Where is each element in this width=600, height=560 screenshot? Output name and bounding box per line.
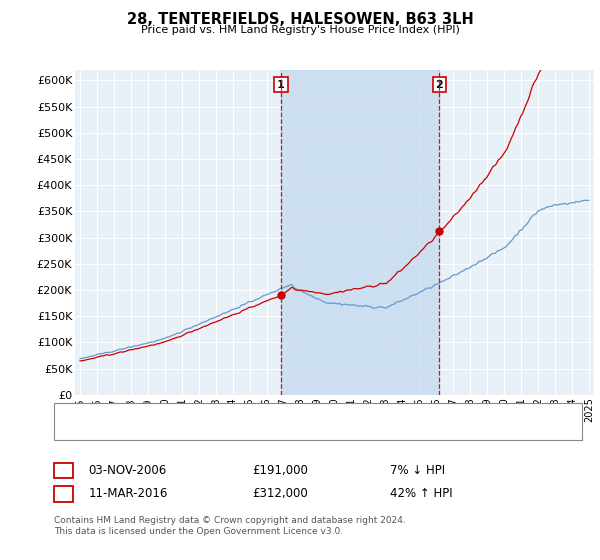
Text: £191,000: £191,000 <box>252 464 308 477</box>
Text: 1: 1 <box>59 464 68 477</box>
Text: This data is licensed under the Open Government Licence v3.0.: This data is licensed under the Open Gov… <box>54 528 343 536</box>
Text: Price paid vs. HM Land Registry's House Price Index (HPI): Price paid vs. HM Land Registry's House … <box>140 25 460 35</box>
Text: Contains HM Land Registry data © Crown copyright and database right 2024.: Contains HM Land Registry data © Crown c… <box>54 516 406 525</box>
Text: 28, TENTERFIELDS, HALESOWEN, B63 3LH: 28, TENTERFIELDS, HALESOWEN, B63 3LH <box>127 12 473 27</box>
Text: 7% ↓ HPI: 7% ↓ HPI <box>390 464 445 477</box>
Text: 1: 1 <box>277 80 285 90</box>
Text: 03-NOV-2006: 03-NOV-2006 <box>88 464 166 477</box>
Text: HPI: Average price, detached house, Dudley: HPI: Average price, detached house, Dudl… <box>99 424 329 435</box>
Text: 28, TENTERFIELDS, HALESOWEN, B63 3LH (detached house): 28, TENTERFIELDS, HALESOWEN, B63 3LH (de… <box>99 408 413 418</box>
Bar <box>281 70 439 395</box>
Text: £312,000: £312,000 <box>252 487 308 501</box>
Text: 2: 2 <box>436 80 443 90</box>
Text: 42% ↑ HPI: 42% ↑ HPI <box>390 487 452 501</box>
Text: 11-MAR-2016: 11-MAR-2016 <box>88 487 167 501</box>
Text: 2: 2 <box>59 487 68 501</box>
